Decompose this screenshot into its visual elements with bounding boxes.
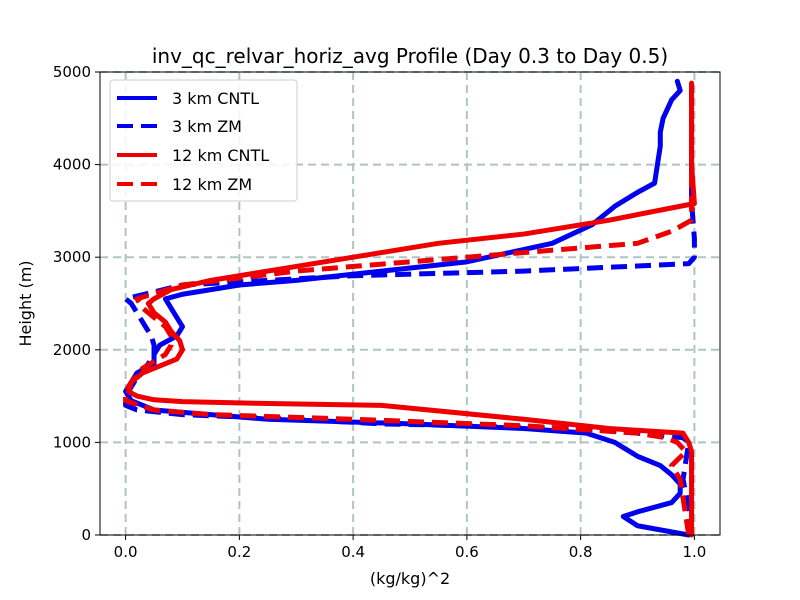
legend-label-3km-cntl: 3 km CNTL bbox=[172, 89, 259, 108]
x-axis-ticks: 0.0 0.2 0.4 0.6 0.8 1.0 bbox=[114, 535, 706, 561]
x-tick-label: 0.0 bbox=[114, 543, 138, 561]
x-tick-label: 0.6 bbox=[455, 543, 479, 561]
y-tick-label: 4000 bbox=[53, 156, 91, 174]
series-layer bbox=[123, 78, 697, 538]
series-line-12-km-cntl bbox=[125, 80, 697, 538]
legend-label-12km-cntl: 12 km CNTL bbox=[172, 146, 269, 165]
x-tick-label: 0.8 bbox=[569, 543, 593, 561]
series-line-12-km-zm bbox=[123, 83, 695, 536]
legend-label-3km-zm: 3 km ZM bbox=[172, 117, 242, 136]
legend: 3 km CNTL 3 km ZM 12 km CNTL 12 km ZM bbox=[109, 79, 298, 202]
y-axis-label: Height (m) bbox=[16, 260, 35, 346]
y-tick-label: 0 bbox=[81, 526, 91, 544]
x-axis-label: (kg/kg)^2 bbox=[370, 569, 450, 588]
y-tick-label: 2000 bbox=[53, 341, 91, 359]
legend-box bbox=[109, 79, 298, 202]
y-tick-label: 5000 bbox=[53, 63, 91, 81]
x-tick-label: 1.0 bbox=[682, 543, 706, 561]
y-tick-label: 1000 bbox=[53, 433, 91, 451]
legend-label-12km-zm: 12 km ZM bbox=[172, 175, 252, 194]
plot-area-frame bbox=[99, 71, 721, 536]
y-tick-label: 3000 bbox=[53, 248, 91, 266]
series-line-3-km-cntl bbox=[123, 78, 692, 538]
y-axis-ticks: 0 1000 2000 3000 4000 5000 bbox=[53, 63, 100, 544]
x-tick-label: 0.2 bbox=[227, 543, 251, 561]
x-tick-label: 0.4 bbox=[341, 543, 365, 561]
chart-title: inv_qc_relvar_horiz_avg Profile (Day 0.3… bbox=[152, 44, 668, 68]
